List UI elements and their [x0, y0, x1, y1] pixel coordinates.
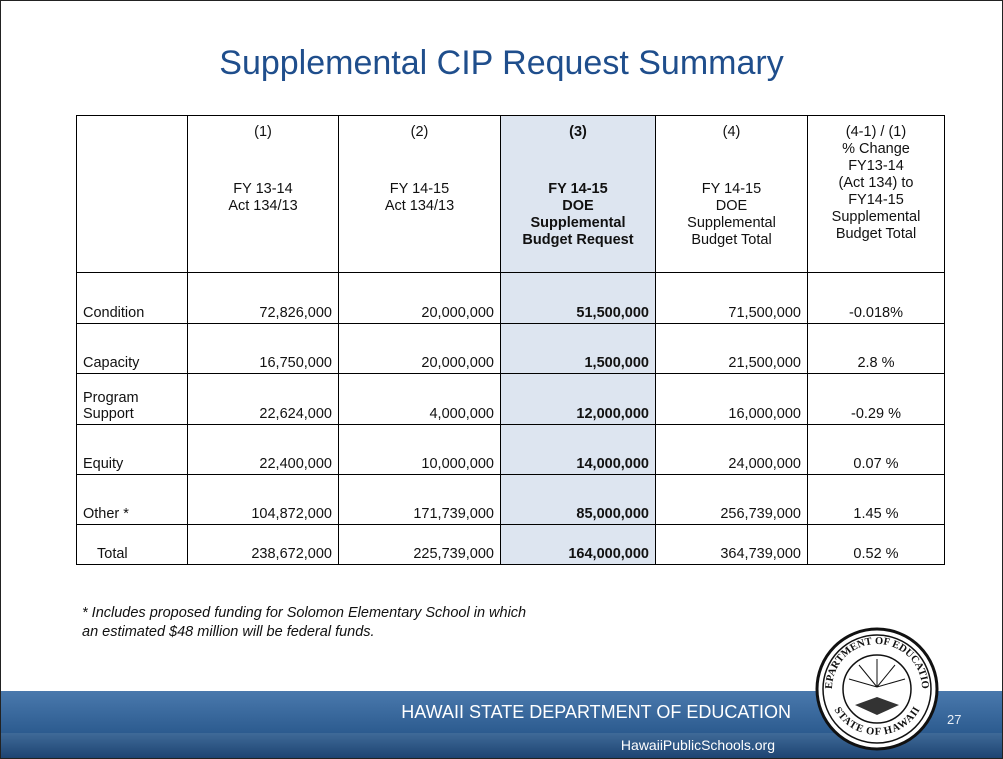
data-row: Condition 72,826,000 20,000,000 51,500,000 7…: [76, 272, 945, 324]
footer-department: HAWAII STATE DEPARTMENT OF EDUCATION: [401, 702, 791, 722]
column-title-line: FY13-14: [848, 158, 904, 174]
value-cell: 164,000,000: [500, 524, 656, 565]
value-cell: 4,000,000: [338, 373, 501, 425]
column-title-line: (Act 134) to: [838, 175, 914, 191]
value-cell: 16,000,000: [655, 373, 808, 425]
value-cell: 20,000,000: [338, 272, 501, 324]
value-cell: 21,500,000: [655, 323, 808, 374]
seal: DEPARTMENT OF EDUCATION STATE OF HAWAII: [815, 627, 939, 751]
header-row: (1) FY 13-14 Act 134/13 (2) FY 14-15 Act 134/…: [76, 115, 945, 273]
data-row: Equity 22,400,000 10,000,000 14,000,000 24,0…: [76, 424, 945, 475]
header-cell: (1) FY 13-14 Act 134/13: [187, 115, 339, 273]
value-cell: 85,000,000: [500, 474, 656, 525]
data-row: Other * 104,872,000 171,739,000 85,000,000 2…: [76, 474, 945, 525]
column-number: (4): [722, 124, 741, 140]
footer-website: HawaiiPublicSchools.org: [620, 737, 775, 753]
footnote-line: * Includes proposed funding for Solomon …: [82, 605, 527, 621]
value-cell: 171,739,000: [338, 474, 501, 525]
spacer: [507, 161, 649, 181]
value-cell: 238,672,000: [187, 524, 339, 565]
column-number: (1): [254, 124, 272, 140]
value-cell: 0.07 %: [807, 424, 945, 475]
column-title-line: FY 14-15: [548, 181, 608, 197]
page-number: 27: [947, 712, 962, 727]
header-cell: (3) FY 14-15 DOE Supplemental Budget Request: [500, 115, 656, 273]
data-row: Total 238,672,000 225,739,000 164,000,000 36…: [76, 524, 945, 565]
column-title-line: DOE: [562, 198, 594, 214]
column-title-line: Supplemental: [530, 215, 626, 231]
column-title-line: Act 134/13: [228, 198, 298, 214]
seal-book: [855, 697, 899, 715]
column-number: (3): [569, 124, 587, 140]
value-cell: 1,500,000: [500, 323, 656, 374]
column-title-line: % Change: [842, 141, 910, 157]
corner-cell: [76, 115, 188, 273]
column-title-line: Budget Total: [691, 232, 772, 248]
value-cell: 256,739,000: [655, 474, 808, 525]
value-cell: 24,000,000: [655, 424, 808, 475]
value-cell: -0.29 %: [807, 373, 945, 425]
value-cell: 14,000,000: [500, 424, 656, 475]
column-title-line: Act 134/13: [384, 198, 455, 214]
row-label: Equity: [76, 424, 188, 475]
spacer: [194, 161, 332, 181]
column-title-line: Budget Total: [835, 226, 917, 242]
value-cell: 72,826,000: [187, 272, 339, 324]
column-title-line: FY 14-15: [701, 181, 762, 197]
row-label: Other *: [76, 474, 188, 525]
value-cell: 71,500,000: [655, 272, 808, 324]
seal-sun: [848, 659, 906, 688]
data-row: Capacity 16,750,000 20,000,000 1,500,000 21,…: [76, 323, 945, 374]
value-cell: 10,000,000: [338, 424, 501, 475]
data-row: Program Support 22,624,000 4,000,000 12,000…: [76, 373, 945, 425]
column-number: (4-1) / (1): [845, 124, 907, 140]
value-cell: 0.52 %: [807, 524, 945, 565]
value-cell: 225,739,000: [338, 524, 501, 565]
value-cell: 12,000,000: [500, 373, 656, 425]
row-label: Total: [76, 524, 188, 565]
column-title-line: Supplemental: [831, 209, 921, 225]
column-title-line: FY 13-14: [233, 181, 293, 197]
summary-table: (1) FY 13-14 Act 134/13 (2) FY 14-15 Act 134/…: [76, 115, 945, 565]
column-number: (2): [410, 124, 429, 140]
column-title-line: FY14-15: [848, 192, 904, 208]
seal-ring: [822, 634, 932, 744]
value-cell: 51,500,000: [500, 272, 656, 324]
spacer: [345, 141, 494, 161]
spacer: [662, 161, 801, 181]
value-cell: 22,624,000: [187, 373, 339, 425]
footer-band-lower: [1, 733, 1002, 758]
row-label: Capacity: [76, 323, 188, 374]
value-cell: 2.8 %: [807, 323, 945, 374]
header-cell: (4-1) / (1)% Change FY13-14 (Act 134) to FY…: [807, 115, 945, 273]
column-title-line: FY 14-15: [389, 181, 450, 197]
value-cell: 22,400,000: [187, 424, 339, 475]
column-title-line: Supplemental: [687, 215, 776, 231]
footnote-line: an estimated $48 million will be federal…: [82, 624, 375, 640]
spacer: [345, 161, 494, 181]
spacer: [507, 141, 649, 161]
header-cell: (4) FY 14-15 DOE Supplemental Budget Total: [655, 115, 808, 273]
spacer: [662, 141, 801, 161]
row-label: Condition: [76, 272, 188, 324]
value-cell: 16,750,000: [187, 323, 339, 374]
header-cell: (2) FY 14-15 Act 134/13: [338, 115, 501, 273]
value-cell: 364,739,000: [655, 524, 808, 565]
slide-title: Supplemental CIP Request Summary: [219, 44, 784, 82]
row-label: Program Support: [76, 373, 188, 425]
value-cell: 20,000,000: [338, 323, 501, 374]
value-cell: -0.018%: [807, 272, 945, 324]
column-title-line: Budget Request: [522, 232, 634, 248]
footnote: * Includes proposed funding for Solomon …: [82, 604, 526, 642]
value-cell: 104,872,000: [187, 474, 339, 525]
value-cell: 1.45 %: [807, 474, 945, 525]
spacer: [194, 141, 332, 161]
column-title-line: DOE: [715, 198, 748, 214]
